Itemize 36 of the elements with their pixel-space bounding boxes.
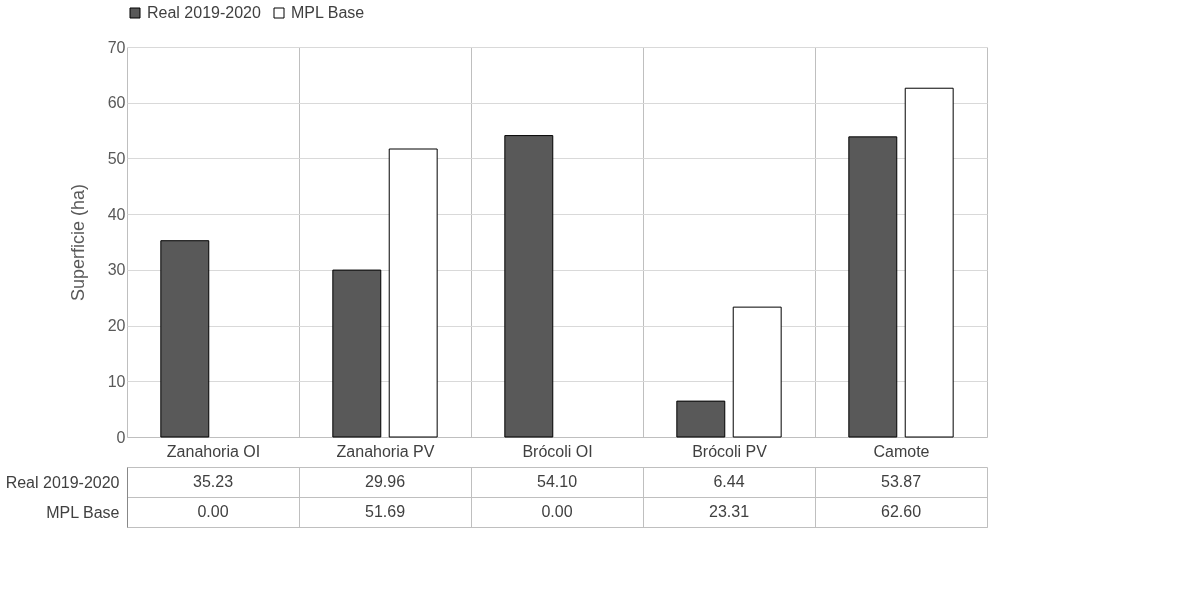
y-tick-label: 40 [107, 205, 126, 223]
legend-label: Real 2019-2020 [147, 4, 261, 21]
data-label: 62.60 [880, 503, 922, 520]
x-tick-label: Zanahoria OI [166, 442, 261, 460]
text: MPL Base [46, 503, 120, 521]
legend-label: MPL Base [291, 4, 365, 21]
bar [332, 269, 382, 438]
data-label: 0.00 [541, 503, 573, 520]
data-label: 35.23 [192, 473, 234, 490]
x-tick-label: Zanahoria PV [336, 442, 435, 460]
bar [904, 87, 954, 438]
data-label: 51.69 [364, 503, 406, 520]
data-label: 0.00 [197, 503, 229, 520]
data-label: 6.44 [713, 473, 745, 490]
bar [732, 306, 782, 438]
y-tick-label: 20 [107, 317, 126, 335]
y-tick-label: 50 [107, 149, 126, 167]
y-tick-label: 30 [107, 261, 126, 279]
bar [676, 400, 726, 438]
data-label: 53.87 [880, 473, 922, 490]
x-tick-label: Brócoli OI [522, 442, 593, 460]
y-tick-label: 0 [116, 428, 126, 446]
bar [388, 148, 438, 438]
x-tick-label: Camote [873, 442, 930, 460]
bar [848, 136, 898, 438]
x-tick-label: Brócoli PV [692, 442, 768, 460]
bar [160, 240, 210, 438]
y-axis-title: Superficie (ha) [67, 183, 88, 302]
data-label: 54.10 [536, 473, 578, 490]
y-tick-label: 70 [107, 38, 126, 56]
y-tick-label: 10 [107, 372, 126, 390]
data-label: 29.96 [364, 473, 406, 490]
text: Real 2019-2020 [5, 473, 120, 491]
data-label: 23.31 [708, 503, 750, 520]
bar [504, 135, 554, 438]
y-tick-label: 60 [107, 94, 126, 112]
